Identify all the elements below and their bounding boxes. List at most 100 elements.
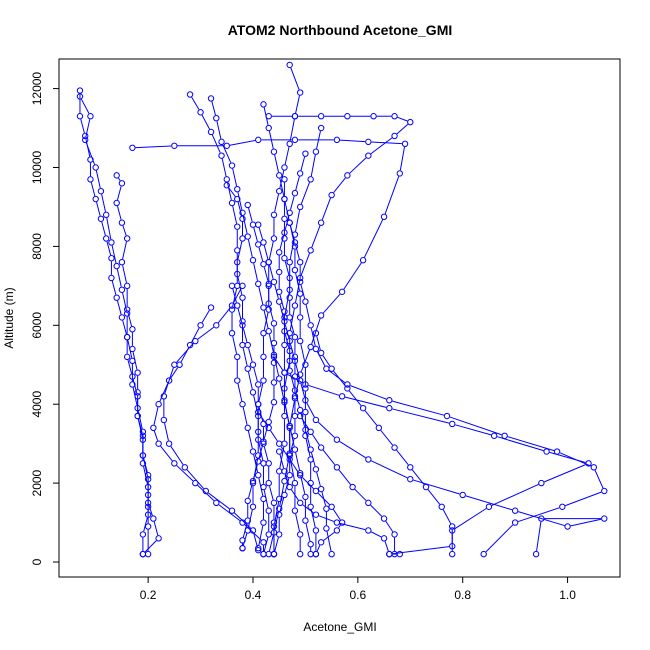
series-segment	[117, 300, 122, 315]
series-segment	[258, 444, 264, 459]
series-segment	[323, 531, 335, 541]
data-point	[139, 460, 147, 467]
series-segment	[247, 239, 253, 258]
series-segment	[122, 225, 127, 236]
data-point	[113, 172, 120, 179]
data-point	[296, 314, 304, 321]
series-segment	[135, 145, 172, 149]
series-segment	[242, 348, 248, 366]
data-point	[123, 306, 131, 313]
series-segment	[247, 509, 253, 528]
data-point	[307, 428, 314, 436]
series-segment	[122, 320, 127, 335]
data-point	[590, 464, 597, 471]
series-segment	[229, 139, 256, 146]
series-segment	[234, 512, 252, 529]
data-point	[123, 353, 131, 361]
data-point	[270, 148, 278, 155]
data-point	[260, 239, 267, 246]
data-point	[270, 320, 278, 327]
series-3	[113, 172, 152, 558]
series-segment	[413, 479, 460, 495]
data-point	[281, 308, 288, 315]
x-tick-label: 0.2	[140, 588, 157, 602]
series-segment	[258, 383, 264, 402]
data-point	[296, 170, 304, 177]
data-point	[165, 440, 173, 447]
series-segment	[507, 436, 555, 452]
series-segment	[186, 469, 205, 489]
series-22	[239, 201, 278, 552]
series-segment	[258, 525, 264, 546]
data-point	[359, 257, 367, 264]
data-point	[270, 235, 278, 242]
series-segment	[244, 524, 262, 541]
data-point	[559, 503, 566, 510]
series-segment	[242, 215, 248, 234]
data-point	[296, 278, 304, 286]
data-point	[197, 109, 204, 116]
series-segment	[454, 508, 487, 530]
data-point	[407, 118, 414, 126]
data-point	[228, 199, 236, 207]
data-point	[365, 152, 372, 159]
series-segment	[380, 430, 393, 446]
data-point	[139, 531, 147, 538]
series-segment	[170, 367, 179, 379]
series-segment	[106, 217, 112, 240]
data-point	[380, 515, 388, 522]
data-point	[511, 519, 519, 526]
series-segment	[263, 424, 269, 439]
data-point	[270, 339, 278, 347]
series-segment	[332, 509, 341, 521]
data-point	[312, 148, 320, 155]
data-point	[407, 464, 414, 471]
data-point	[228, 282, 236, 290]
data-point	[255, 401, 262, 408]
data-point	[291, 136, 299, 144]
series-segment	[270, 430, 278, 442]
series-segment	[289, 428, 295, 447]
data-point	[317, 444, 325, 451]
data-point	[302, 361, 309, 368]
data-point	[443, 412, 451, 420]
series-segment	[497, 436, 544, 452]
data-point	[192, 479, 199, 487]
series-segment	[465, 495, 513, 511]
series-segment	[274, 154, 280, 173]
data-point	[228, 507, 236, 514]
data-point	[265, 507, 272, 514]
data-point	[265, 328, 272, 335]
data-point	[286, 329, 293, 337]
series-segment	[269, 486, 274, 500]
series-segment	[333, 370, 346, 387]
data-point	[113, 199, 120, 207]
data-point	[129, 345, 136, 353]
data-point	[401, 140, 409, 148]
series-segment	[101, 221, 106, 236]
data-point	[160, 416, 168, 424]
data-point	[564, 523, 571, 530]
data-point	[160, 393, 168, 400]
data-point	[344, 113, 351, 120]
data-point	[113, 262, 120, 270]
series-segment	[384, 541, 389, 552]
series-segment	[384, 176, 400, 214]
series-segment	[295, 513, 300, 532]
data-point	[207, 128, 215, 136]
data-point	[234, 195, 241, 203]
series-segment	[322, 293, 341, 314]
data-point	[255, 458, 262, 465]
data-point	[123, 310, 131, 317]
data-point	[255, 136, 262, 144]
series-segment	[253, 454, 259, 473]
series-segment	[338, 524, 341, 529]
series-layer	[76, 61, 608, 558]
series-segment	[333, 177, 346, 193]
data-point	[286, 314, 293, 321]
series-segment	[176, 465, 194, 482]
series-segment	[143, 517, 148, 532]
data-point	[365, 527, 372, 534]
series-segment	[122, 265, 127, 283]
series-segment	[253, 533, 258, 548]
